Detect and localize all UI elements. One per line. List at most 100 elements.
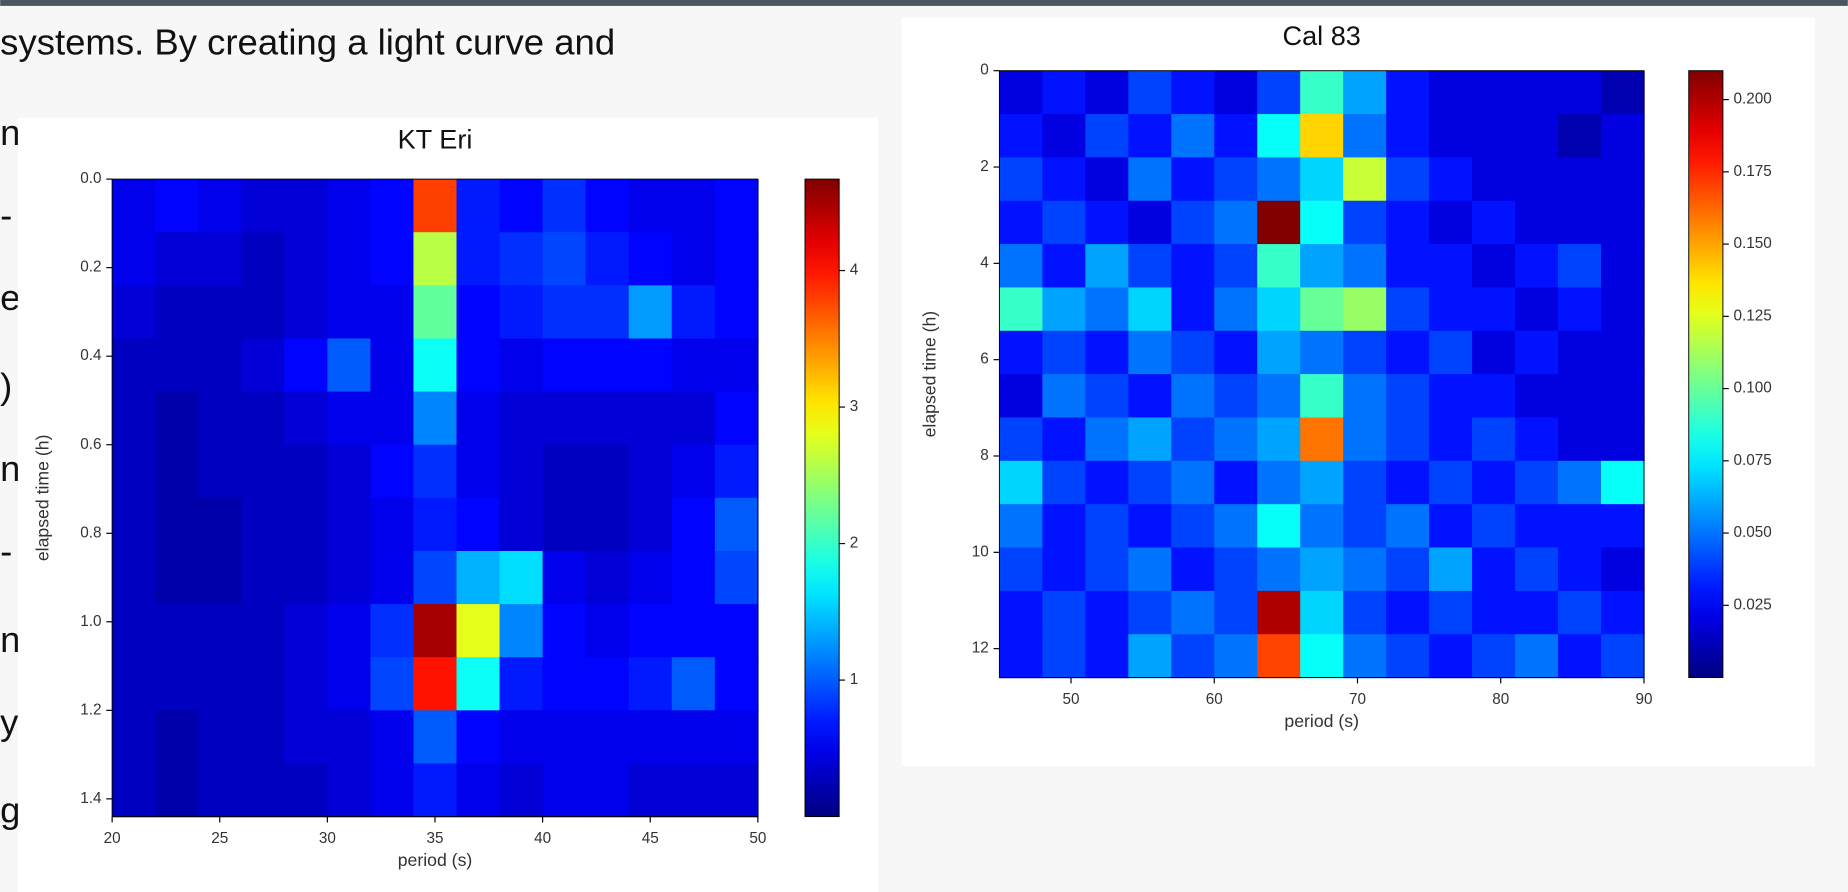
heatmap-cell <box>1343 590 1387 635</box>
heatmap-cell <box>1429 504 1473 549</box>
x-tick-label: 35 <box>426 830 443 847</box>
heatmap-cell <box>999 460 1044 505</box>
y-tick-label: 1.2 <box>80 701 101 718</box>
x-tick-label: 50 <box>1063 691 1080 708</box>
heatmap-cell <box>1515 330 1559 375</box>
heatmap-cell <box>456 763 501 818</box>
heatmap-cell <box>1171 417 1215 462</box>
heatmap-cell <box>413 285 458 340</box>
heatmap-cell <box>1257 200 1301 245</box>
heatmap-cell <box>628 285 673 340</box>
heatmap-cell <box>1600 417 1645 462</box>
heatmap-cell <box>1128 157 1173 202</box>
heatmap-cell <box>1343 200 1387 245</box>
heatmap-cell <box>1558 70 1602 115</box>
y-tick-label: 0.4 <box>80 347 102 364</box>
heatmap-cell <box>585 444 630 499</box>
heatmap-cell <box>1600 590 1645 635</box>
heatmap-cell <box>671 444 716 499</box>
heatmap-cell <box>1429 330 1473 375</box>
heatmap-cell <box>1214 200 1258 245</box>
heatmap-cell <box>1600 244 1645 289</box>
heatmap-cell <box>1214 287 1258 332</box>
heatmap-cell <box>1257 244 1301 289</box>
heatmap-cell <box>198 338 242 393</box>
heatmap-cell <box>456 710 501 765</box>
heatmap-cell <box>241 604 286 658</box>
heatmap-cell <box>1558 330 1602 375</box>
heatmap-cell <box>1386 70 1430 115</box>
heatmap-cell <box>1042 244 1087 289</box>
heatmap-cell <box>112 285 156 340</box>
heatmap-cell <box>370 232 415 287</box>
heatmap-cell <box>1214 590 1258 635</box>
heatmap-cell <box>714 710 759 765</box>
heatmap-cell <box>241 497 286 552</box>
heatmap-cell <box>1386 374 1430 419</box>
heatmap-cell <box>585 497 630 552</box>
heatmap-cell <box>1214 374 1258 419</box>
heatmap-cell <box>585 550 630 605</box>
heatmap-cell <box>284 285 329 340</box>
heatmap-cell <box>1343 460 1387 505</box>
heatmap-cell <box>1128 504 1173 549</box>
heatmap-cell <box>1300 200 1344 245</box>
heatmap-cell <box>628 550 673 605</box>
heatmap-cell <box>284 497 329 552</box>
y-tick-label: 10 <box>972 543 989 560</box>
heatmap-cell <box>1515 547 1559 592</box>
heatmap-cell <box>1558 374 1602 419</box>
heatmap-cell <box>1171 287 1215 332</box>
heatmap-cell <box>198 763 242 818</box>
heatmap-cell <box>1515 374 1559 419</box>
heatmap-cell <box>1472 157 1516 202</box>
heatmap-cell <box>542 391 587 446</box>
heatmap-cell <box>1042 634 1087 679</box>
slide-text-fragment: n <box>0 112 20 153</box>
heatmap-cell <box>456 497 501 552</box>
heatmap-cell <box>1343 244 1387 289</box>
heatmap-cell <box>499 232 544 287</box>
heatmap-cell <box>999 287 1044 332</box>
heatmap-cell <box>1085 590 1130 635</box>
heatmap-cell <box>112 232 156 287</box>
colorbar-tick-label: 0.075 <box>1734 452 1772 469</box>
slide-text-fragment: - <box>0 195 12 236</box>
heatmap-cell <box>1171 547 1215 592</box>
heatmap-cell <box>1558 634 1602 679</box>
heatmap-cell <box>1171 244 1215 289</box>
heatmap-cell <box>456 550 501 605</box>
heatmap-cell <box>714 179 759 233</box>
x-tick-label: 80 <box>1492 691 1509 708</box>
heatmap-cell <box>1300 634 1344 679</box>
heatmap-cell <box>1600 330 1645 375</box>
heatmap-cell <box>499 285 544 340</box>
heatmap-cell <box>671 179 716 233</box>
colorbar-tick-label: 0.175 <box>1734 163 1772 180</box>
heatmap-cell <box>413 497 458 552</box>
x-axis-label: period (s) <box>1284 711 1359 731</box>
heatmap-cell <box>1257 330 1301 375</box>
y-tick-label: 8 <box>980 447 989 464</box>
heatmap-cell <box>1257 114 1301 159</box>
heatmap-cell <box>1558 504 1602 549</box>
heatmap-cell <box>241 444 286 499</box>
heatmap-cell <box>198 497 242 552</box>
heatmap-cell <box>413 338 458 393</box>
heatmap-cell <box>370 550 415 605</box>
heatmap-cell <box>284 391 329 446</box>
heatmap-cell <box>714 550 759 605</box>
heatmap-cell <box>1429 157 1473 202</box>
top-bar <box>0 0 1848 6</box>
heatmap-cell <box>999 244 1044 289</box>
heatmap-cell <box>671 763 716 818</box>
heatmap-cell <box>1085 460 1130 505</box>
heatmap-cell <box>499 338 544 393</box>
heatmap-cell <box>671 285 716 340</box>
colorbar-tick-label: 1 <box>850 671 859 688</box>
heatmap-cell <box>1300 70 1344 115</box>
heatmap-cell <box>1343 330 1387 375</box>
heatmap-cell <box>1257 417 1301 462</box>
y-tick-label: 1.0 <box>80 613 101 630</box>
heatmap-cell <box>370 285 415 340</box>
